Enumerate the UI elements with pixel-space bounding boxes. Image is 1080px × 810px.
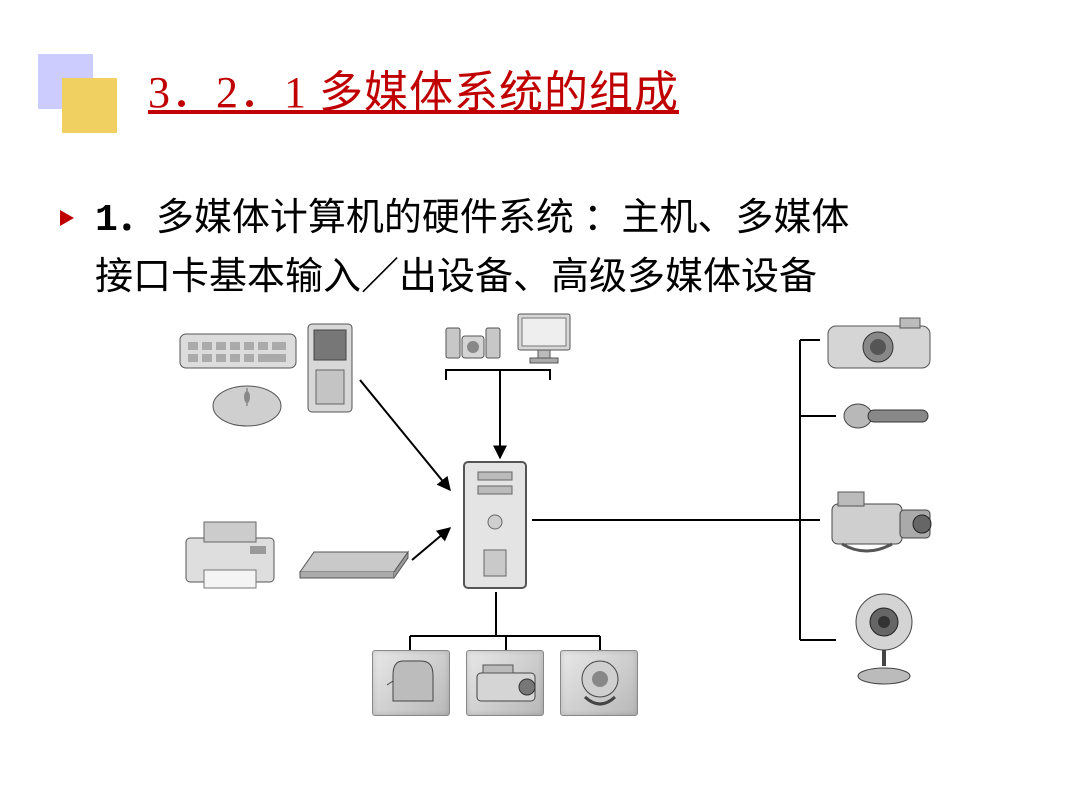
edge-bottom-bracket [410, 636, 600, 650]
edge-keyboard [360, 380, 450, 490]
body-line1: 多媒体计算机的硬件系统 ：主机、多媒体 [156, 197, 850, 239]
printer-icon [180, 518, 280, 592]
speakers-icon [444, 314, 502, 362]
camera-icon [822, 312, 936, 374]
title-decoration [38, 54, 128, 144]
mouse-icon [208, 382, 286, 430]
slide-title: 3．2．1 多媒体系统的组成 [148, 56, 679, 120]
bullet-number: 1． [95, 199, 156, 242]
microphone-icon [838, 396, 938, 436]
body-line2: 接口卡基本输入／出设备、高级多媒体设备 [95, 249, 1015, 306]
data-glove-icon [372, 650, 450, 716]
scanner-icon [294, 542, 412, 582]
deco-square-front [62, 78, 117, 133]
projector-icon [466, 650, 544, 716]
bullet-arrow-icon [60, 210, 74, 226]
keyboard-icon [178, 328, 298, 372]
kiosk-icon [302, 320, 358, 416]
body-text: 1．多媒体计算机的硬件系统 ：主机、多媒体 接口卡基本输入／出设备、高级多媒体设… [95, 190, 1015, 306]
tower-pc-icon [460, 460, 530, 590]
vr-device-icon [560, 650, 638, 716]
edge-printer [412, 528, 450, 560]
webcam-icon [838, 588, 930, 688]
edge-top-bracket [446, 370, 550, 380]
hardware-diagram [150, 310, 970, 740]
monitor-icon [514, 310, 580, 366]
camcorder-icon [822, 480, 938, 556]
